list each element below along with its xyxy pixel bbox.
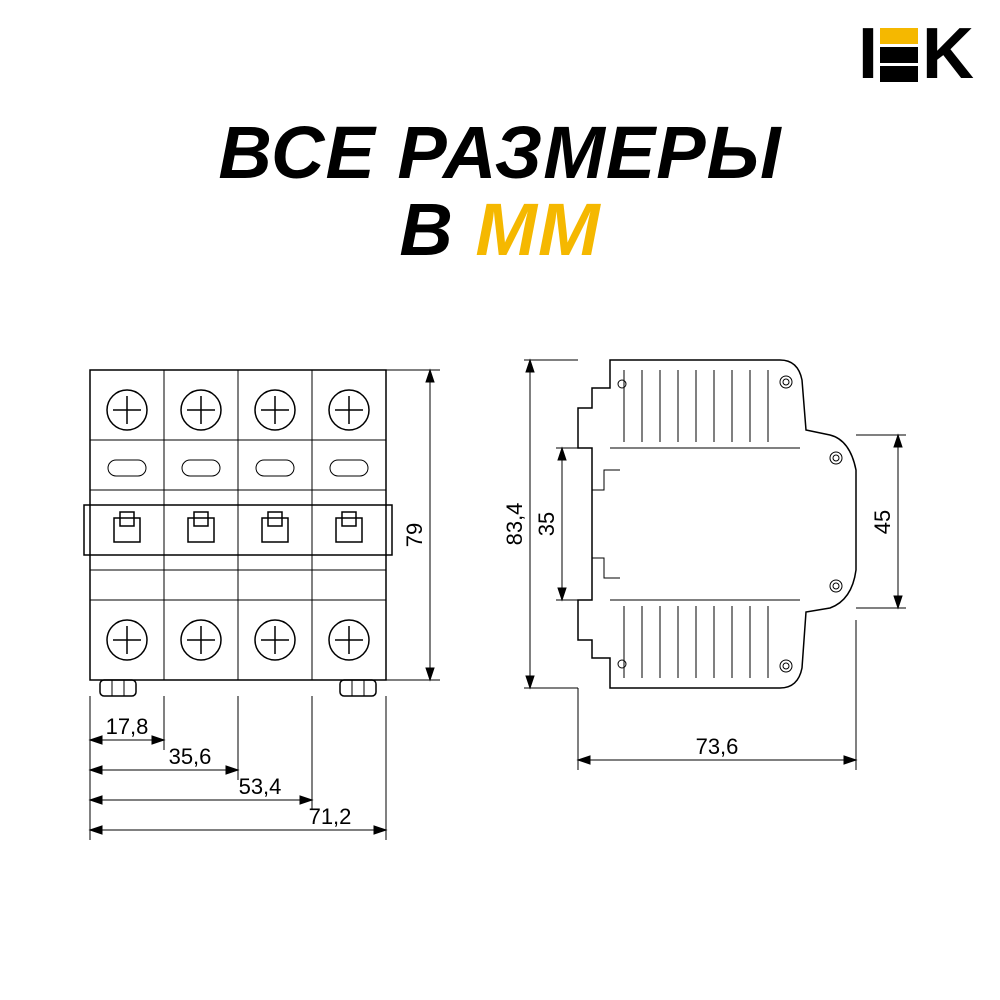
logo-letter-k: K <box>922 24 972 85</box>
front-view: 79 17,8 35,6 53,4 71,2 <box>84 370 440 840</box>
dim-w2: 35,6 <box>169 744 212 769</box>
logo-letter-e <box>880 28 918 82</box>
dim-h3: 45 <box>870 510 895 534</box>
title-line-2: В ММ <box>0 187 1000 272</box>
dim-w4: 71,2 <box>309 804 352 829</box>
dim-w3: 53,4 <box>239 774 282 799</box>
side-view: 73,6 83,4 35 45 <box>502 360 906 770</box>
page-title: ВСЕ РАЗМЕРЫ В ММ <box>0 110 1000 272</box>
dim-h1: 83,4 <box>502 503 527 546</box>
dim-h2: 35 <box>534 512 559 536</box>
technical-drawing: 79 17,8 35,6 53,4 71,2 <box>50 340 950 920</box>
dim-h: 79 <box>402 523 427 547</box>
dim-depth: 73,6 <box>696 734 739 759</box>
brand-logo: I K <box>858 24 972 85</box>
logo-letter-i: I <box>858 24 876 85</box>
title-line-1: ВСЕ РАЗМЕРЫ <box>0 110 1000 195</box>
dim-w1: 17,8 <box>106 714 149 739</box>
